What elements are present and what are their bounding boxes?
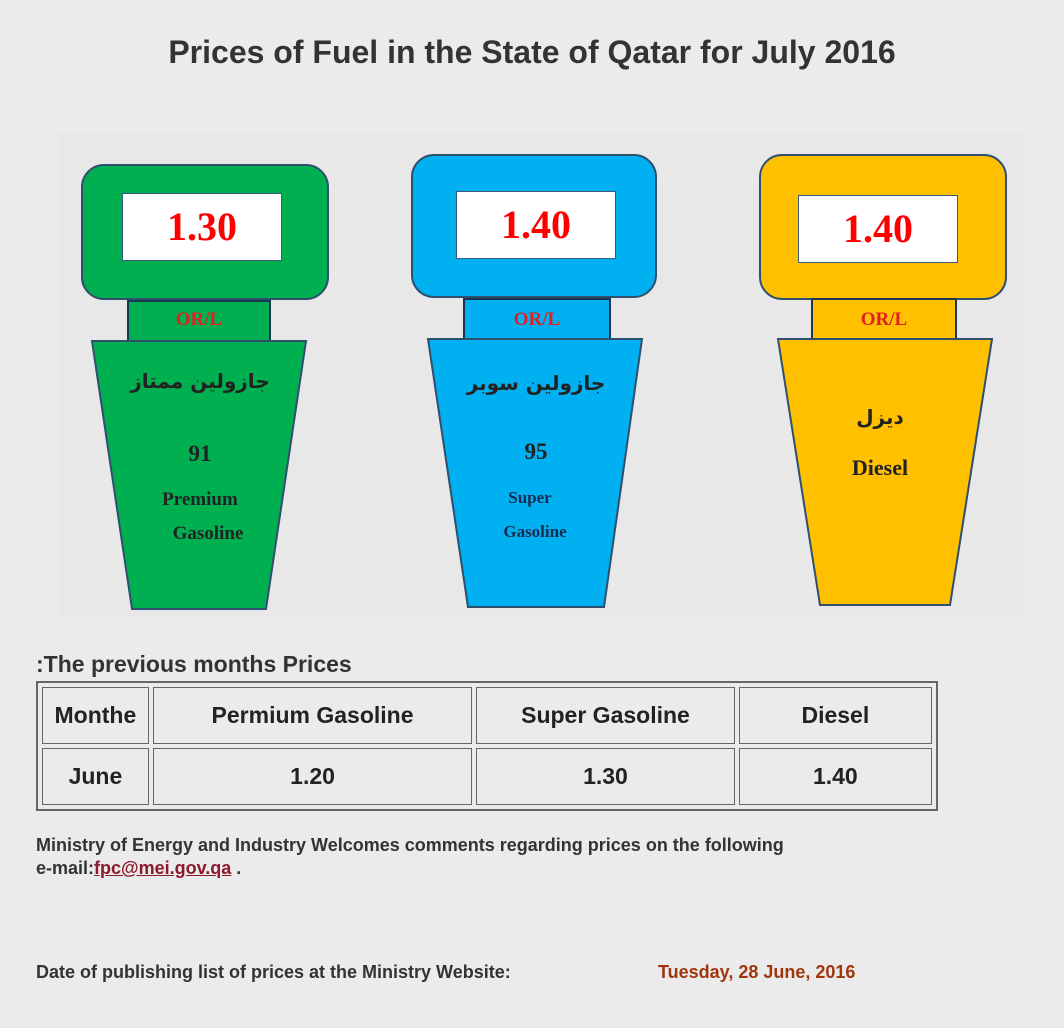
pump-diesel: 1.40 OR/L ديزل Diesel — [758, 153, 1008, 613]
pump-super-price: 1.40 — [456, 191, 616, 259]
pump-super-name-line1: Super — [508, 488, 552, 507]
pump-diesel-name: Diesel — [780, 451, 980, 485]
pump-diesel-name-line1: Diesel — [851, 455, 909, 480]
table-cell-diesel: 1.40 — [738, 748, 932, 805]
pump-diesel-price: 1.40 — [798, 195, 958, 263]
pump-premium-unit: OR/L — [175, 309, 223, 330]
pump-premium-price: 1.30 — [122, 193, 282, 261]
publish-date-label: Date of publishing list of prices at the… — [36, 962, 511, 982]
comments-notice-text: Ministry of Energy and Industry Welcomes… — [36, 835, 784, 855]
publish-date-value: Tuesday, 28 June, 2016 — [658, 962, 856, 982]
pump-super: 1.40 OR/L جازولين سوبر 95 Super Gasoline — [410, 153, 660, 613]
pump-premium-name: Premium Gasoline — [100, 483, 300, 551]
email-suffix: . — [231, 858, 242, 878]
pump-super-name-line2: Gasoline — [503, 522, 567, 541]
table-cell-premium: 1.20 — [152, 748, 473, 805]
previous-prices-heading: :The previous months Prices — [36, 651, 352, 677]
email-prefix: e-mail: — [36, 858, 95, 878]
email-line: e-mail:fpc@mei.gov.qa . — [36, 857, 936, 880]
pump-premium: 1.30 OR/L جازولين ممتاز 91 Premium Gasol… — [80, 163, 330, 613]
pump-super-unit: OR/L — [513, 309, 561, 330]
page-title: Prices of Fuel in the State of Qatar for… — [168, 34, 896, 70]
table-header-row: Monthe Permium Gasoline Super Gasoline D… — [42, 687, 932, 744]
pump-diesel-unit: OR/L — [860, 309, 908, 330]
pump-premium-arabic-name: جازولين ممتاز — [130, 369, 270, 393]
previous-prices-table: Monthe Permium Gasoline Super Gasoline D… — [36, 681, 938, 811]
table-cell-super: 1.30 — [476, 748, 735, 805]
table-row: June 1.20 1.30 1.40 — [42, 748, 932, 805]
table-header-cell: Super Gasoline — [476, 687, 735, 744]
table-header-cell: Permium Gasoline — [152, 687, 473, 744]
pump-premium-name-line1: Premium — [162, 489, 238, 510]
pump-premium-octane: 91 — [188, 441, 212, 466]
pump-super-arabic-name: جازولين سوبر — [466, 371, 606, 395]
comments-notice: Ministry of Energy and Industry Welcomes… — [36, 834, 936, 880]
pump-premium-name-line2: Gasoline — [172, 523, 244, 544]
email-link[interactable]: fpc@mei.gov.qa — [94, 858, 232, 878]
pump-diesel-arabic-name: ديزل — [856, 405, 904, 429]
table-header-cell: Monthe — [42, 687, 149, 744]
table-header-cell: Diesel — [738, 687, 932, 744]
fuel-pumps-graphic: 1.30 OR/L جازولين ممتاز 91 Premium Gasol… — [58, 133, 1024, 617]
pump-super-name: Super Gasoline — [430, 481, 630, 549]
table-cell-month: June — [42, 748, 149, 805]
pump-super-octane: 95 — [524, 439, 548, 464]
